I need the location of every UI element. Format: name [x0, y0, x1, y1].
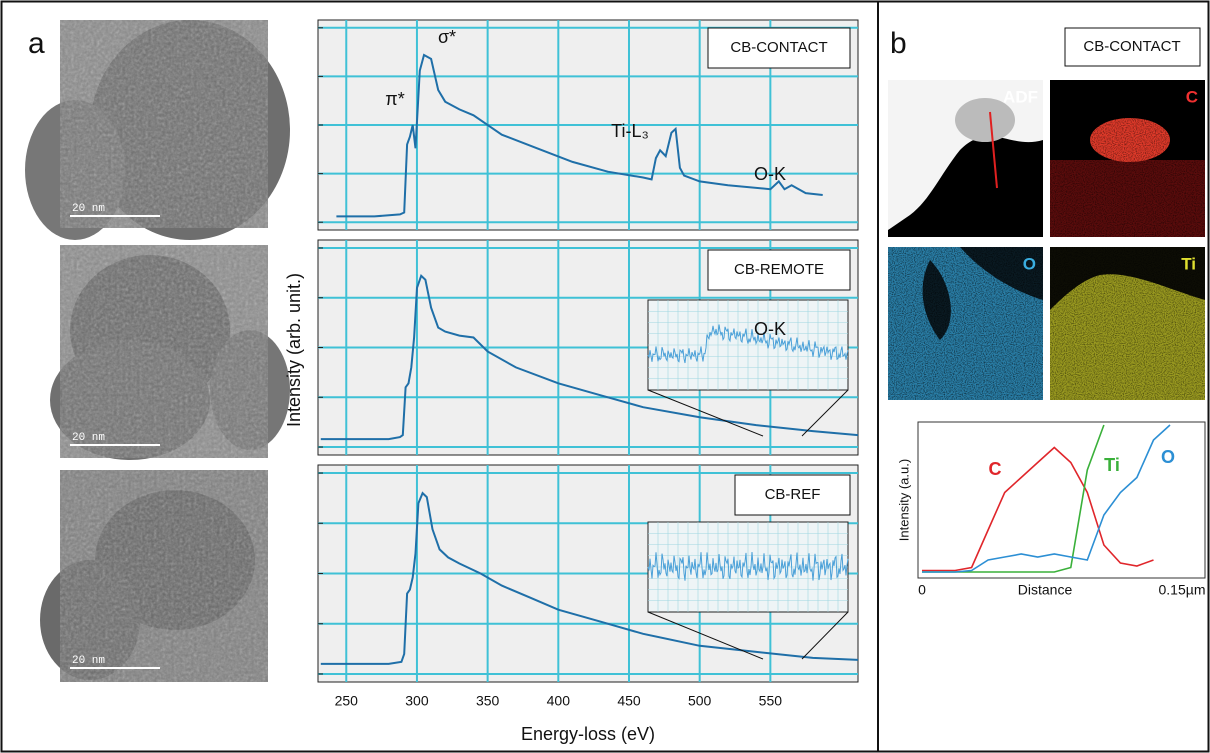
- x-tick-label: 0.15µm: [1159, 582, 1206, 598]
- panel-label: b: [890, 27, 907, 60]
- inset: [647, 521, 849, 660]
- tem-image: 20 nm: [40, 470, 268, 682]
- map-label: Ti: [1181, 254, 1196, 273]
- x-tick-label: 450: [617, 693, 641, 709]
- inset: [647, 299, 849, 437]
- spectrum-line: [336, 53, 823, 218]
- x-tick-label: 250: [335, 693, 359, 709]
- spectrum-label: CB-REMOTE: [734, 261, 824, 278]
- profile-line: [922, 446, 1154, 572]
- label-box: [734, 474, 851, 516]
- profile-frame: [917, 421, 1206, 579]
- annotation: O-K: [754, 164, 786, 184]
- annotation: σ*: [438, 27, 456, 47]
- scale-bar-label: 20 nm: [72, 432, 105, 444]
- profile-line: [922, 424, 1171, 573]
- map-label: C: [1186, 87, 1198, 106]
- spectrum-line: [320, 274, 859, 441]
- zoom-line: [647, 611, 764, 660]
- x-tick-label: 0: [918, 582, 926, 598]
- map-label: ADF: [1003, 87, 1038, 106]
- inset-trace: [647, 551, 849, 581]
- annotation: π*: [385, 89, 404, 109]
- map-adf: ADF: [888, 80, 1043, 237]
- x-axis-label: Energy-loss (eV): [521, 724, 655, 744]
- series-label: C: [989, 459, 1002, 479]
- x-tick-label: 550: [759, 693, 783, 709]
- spectrum-label: CB-CONTACT: [730, 39, 827, 56]
- spectrum-line: [320, 491, 859, 665]
- inset-trace: [647, 324, 849, 364]
- map-c: C: [1050, 80, 1205, 237]
- label-box: [1064, 27, 1201, 67]
- zoom-line: [801, 611, 849, 660]
- zoom-line: [801, 389, 849, 437]
- x-tick-label: 300: [405, 693, 429, 709]
- inset-label: O-K: [754, 319, 786, 339]
- panel-label: a: [28, 27, 45, 60]
- panel-title: CB-CONTACT: [1083, 38, 1180, 55]
- y-axis-label: Intensity (arb. unit.): [284, 273, 304, 427]
- tem-image: 20 nm: [50, 245, 290, 460]
- tem-image: 20 nm: [25, 20, 290, 240]
- map-o: O: [888, 247, 1043, 400]
- annotation: Ti-L₃: [611, 121, 649, 141]
- series-label: O: [1161, 447, 1175, 467]
- spectrum-label: CB-REF: [765, 486, 821, 503]
- label-box: [707, 27, 851, 69]
- x-tick-label: 350: [476, 693, 500, 709]
- scale-bar-label: 20 nm: [72, 203, 105, 215]
- zoom-line: [647, 389, 764, 437]
- y-axis-label: Intensity (a.u.): [896, 459, 911, 541]
- map-ti: Ti: [1050, 247, 1205, 400]
- x-tick-label: 400: [547, 693, 571, 709]
- label-box: [707, 249, 851, 291]
- map-label: O: [1023, 254, 1036, 273]
- x-axis-label: Distance: [1018, 582, 1073, 598]
- series-label: Ti: [1104, 455, 1120, 475]
- x-tick-label: 500: [688, 693, 712, 709]
- scale-bar-label: 20 nm: [72, 655, 105, 667]
